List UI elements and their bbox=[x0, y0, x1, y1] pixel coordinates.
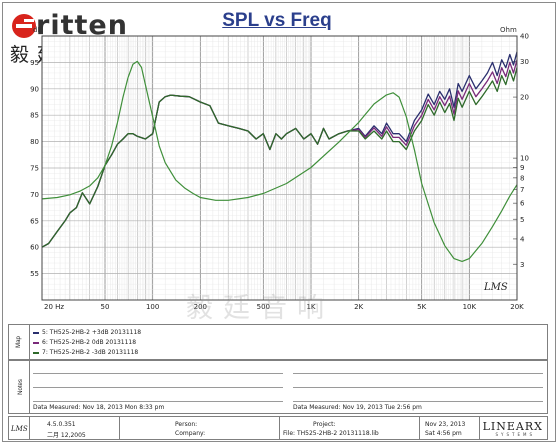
legend-entry-6[interactable]: 6: TH525-2HB-2 0dB 20131118 bbox=[33, 339, 136, 346]
footer-bar: LMS 4.5.0.351 二月 12,2005 Person: Company… bbox=[8, 416, 548, 440]
footer-project-cell: Project: File: TH525-2HB-2 20131118.lib bbox=[279, 417, 420, 439]
measured-date-right: Data Measured: Nov 19, 2013 Tue 2:56 pm bbox=[293, 404, 422, 411]
x-tick-label: 10K bbox=[463, 303, 477, 311]
lms-tag: LMS bbox=[484, 282, 508, 293]
y-tick-label-right: 10 bbox=[520, 155, 529, 163]
footer-file: File: TH525-2HB-2 20131118.lib bbox=[283, 430, 379, 437]
legend-entry-5[interactable]: 5: TH525-2HB-2 +3dB 20131118 bbox=[33, 329, 141, 336]
note-line bbox=[33, 387, 283, 388]
left-axis-unit: dB bbox=[33, 26, 43, 34]
notes-panel-label: Notes bbox=[17, 379, 24, 395]
spl-chart: 20 Hz 50 100 200 500 1K 2K 5K 10K 20K959085807570… bbox=[30, 33, 529, 312]
y-tick-label-right: 20 bbox=[520, 94, 529, 102]
x-tick-label: 500 bbox=[257, 303, 270, 311]
y-tick-label-left: 65 bbox=[30, 217, 39, 225]
y-tick-label-left: 60 bbox=[30, 244, 39, 252]
y-tick-label-left: 55 bbox=[30, 270, 39, 278]
linearx-logo-sub: SYSTEMS bbox=[495, 432, 535, 437]
y-tick-label-left: 80 bbox=[30, 138, 39, 146]
footer-project: Project: bbox=[313, 421, 336, 428]
x-tick-label: 20K bbox=[510, 303, 524, 311]
x-tick-label: 20 Hz bbox=[44, 303, 64, 311]
note-line bbox=[293, 373, 543, 374]
footer-date-cell: Nov 23, 2013 Sat 4:56 pm bbox=[419, 417, 480, 439]
notes-panel: Notes Data Measured: Nov 18, 2013 Mon 8:… bbox=[8, 360, 548, 414]
footer-brand-cell: LMS bbox=[9, 417, 30, 439]
legend-swatch bbox=[33, 351, 39, 354]
y-tick-label-right: 7 bbox=[520, 186, 524, 194]
footer-version-date: 二月 12,2005 bbox=[47, 432, 86, 439]
y-tick-label-left: 85 bbox=[30, 112, 39, 120]
y-tick-label-right: 3 bbox=[520, 261, 524, 269]
e-logo-icon bbox=[12, 14, 36, 38]
x-tick-label: 100 bbox=[146, 303, 159, 311]
legend-entry-label: 6: TH525-2HB-2 0dB 20131118 bbox=[42, 339, 137, 346]
y-tick-label-left: 90 bbox=[30, 85, 39, 93]
series-line-3 bbox=[41, 67, 518, 248]
watermark: 毅廷音响 bbox=[186, 293, 334, 324]
footer-version-cell: 4.5.0.351 二月 12,2005 bbox=[29, 417, 120, 439]
x-tick-label: 1K bbox=[306, 303, 315, 311]
plot-border bbox=[41, 35, 518, 301]
y-tick-label-right: 4 bbox=[520, 235, 525, 243]
footer-date: Nov 23, 2013 bbox=[425, 421, 466, 428]
legend-entry-label: 5: TH525-2HB-2 +3dB 20131118 bbox=[42, 329, 142, 336]
note-line bbox=[293, 401, 543, 402]
footer-person: Person: bbox=[175, 421, 198, 428]
measured-date-left: Data Measured: Nov 18, 2013 Mon 8:33 pm bbox=[33, 404, 165, 411]
legend-entry-label: 7: TH525-2HB-2 -3dB 20131118 bbox=[42, 349, 139, 356]
legend-entry-7[interactable]: 7: TH525-2HB-2 -3dB 20131118 bbox=[33, 349, 138, 356]
notes-side: Notes bbox=[9, 361, 30, 413]
x-tick-label: 200 bbox=[194, 303, 207, 311]
right-axis-unit: Ohm bbox=[500, 26, 517, 34]
legend-swatch bbox=[33, 331, 39, 334]
linearx-logo: LINEARX bbox=[482, 420, 543, 433]
x-tick-label: 50 bbox=[101, 303, 110, 311]
legend-swatch bbox=[33, 341, 39, 344]
note-line bbox=[293, 387, 543, 388]
y-tick-label-left: 95 bbox=[30, 59, 39, 67]
series-line-4 bbox=[41, 60, 518, 262]
y-tick-label-right: 30 bbox=[520, 58, 529, 66]
footer-brand: LMS bbox=[11, 425, 28, 433]
y-tick-label-left: 75 bbox=[30, 165, 39, 173]
legend-panel-label: Map bbox=[15, 336, 22, 348]
footer-company: Company: bbox=[175, 430, 206, 437]
legend-side: Map bbox=[9, 325, 30, 359]
y-tick-label-right: 6 bbox=[520, 200, 525, 208]
chart-title: SPL vs Freq bbox=[222, 10, 332, 31]
footer-time: Sat 4:56 pm bbox=[425, 430, 462, 437]
y-tick-label-right: 40 bbox=[520, 33, 529, 41]
note-line bbox=[33, 373, 283, 374]
y-tick-label-right: 5 bbox=[520, 216, 524, 224]
x-tick-label: 5K bbox=[417, 303, 426, 311]
footer-version: 4.5.0.351 bbox=[47, 421, 76, 428]
legend-panel: Map 5: TH525-2HB-2 +3dB 20131118 6: TH52… bbox=[8, 324, 548, 360]
note-line bbox=[33, 401, 283, 402]
x-tick-label: 2K bbox=[354, 303, 363, 311]
y-tick-label-right: 9 bbox=[520, 164, 524, 172]
footer-person-cell: Person: Company: bbox=[119, 417, 280, 439]
y-tick-label-right: 8 bbox=[520, 174, 524, 182]
y-tick-label-left: 70 bbox=[30, 191, 39, 199]
